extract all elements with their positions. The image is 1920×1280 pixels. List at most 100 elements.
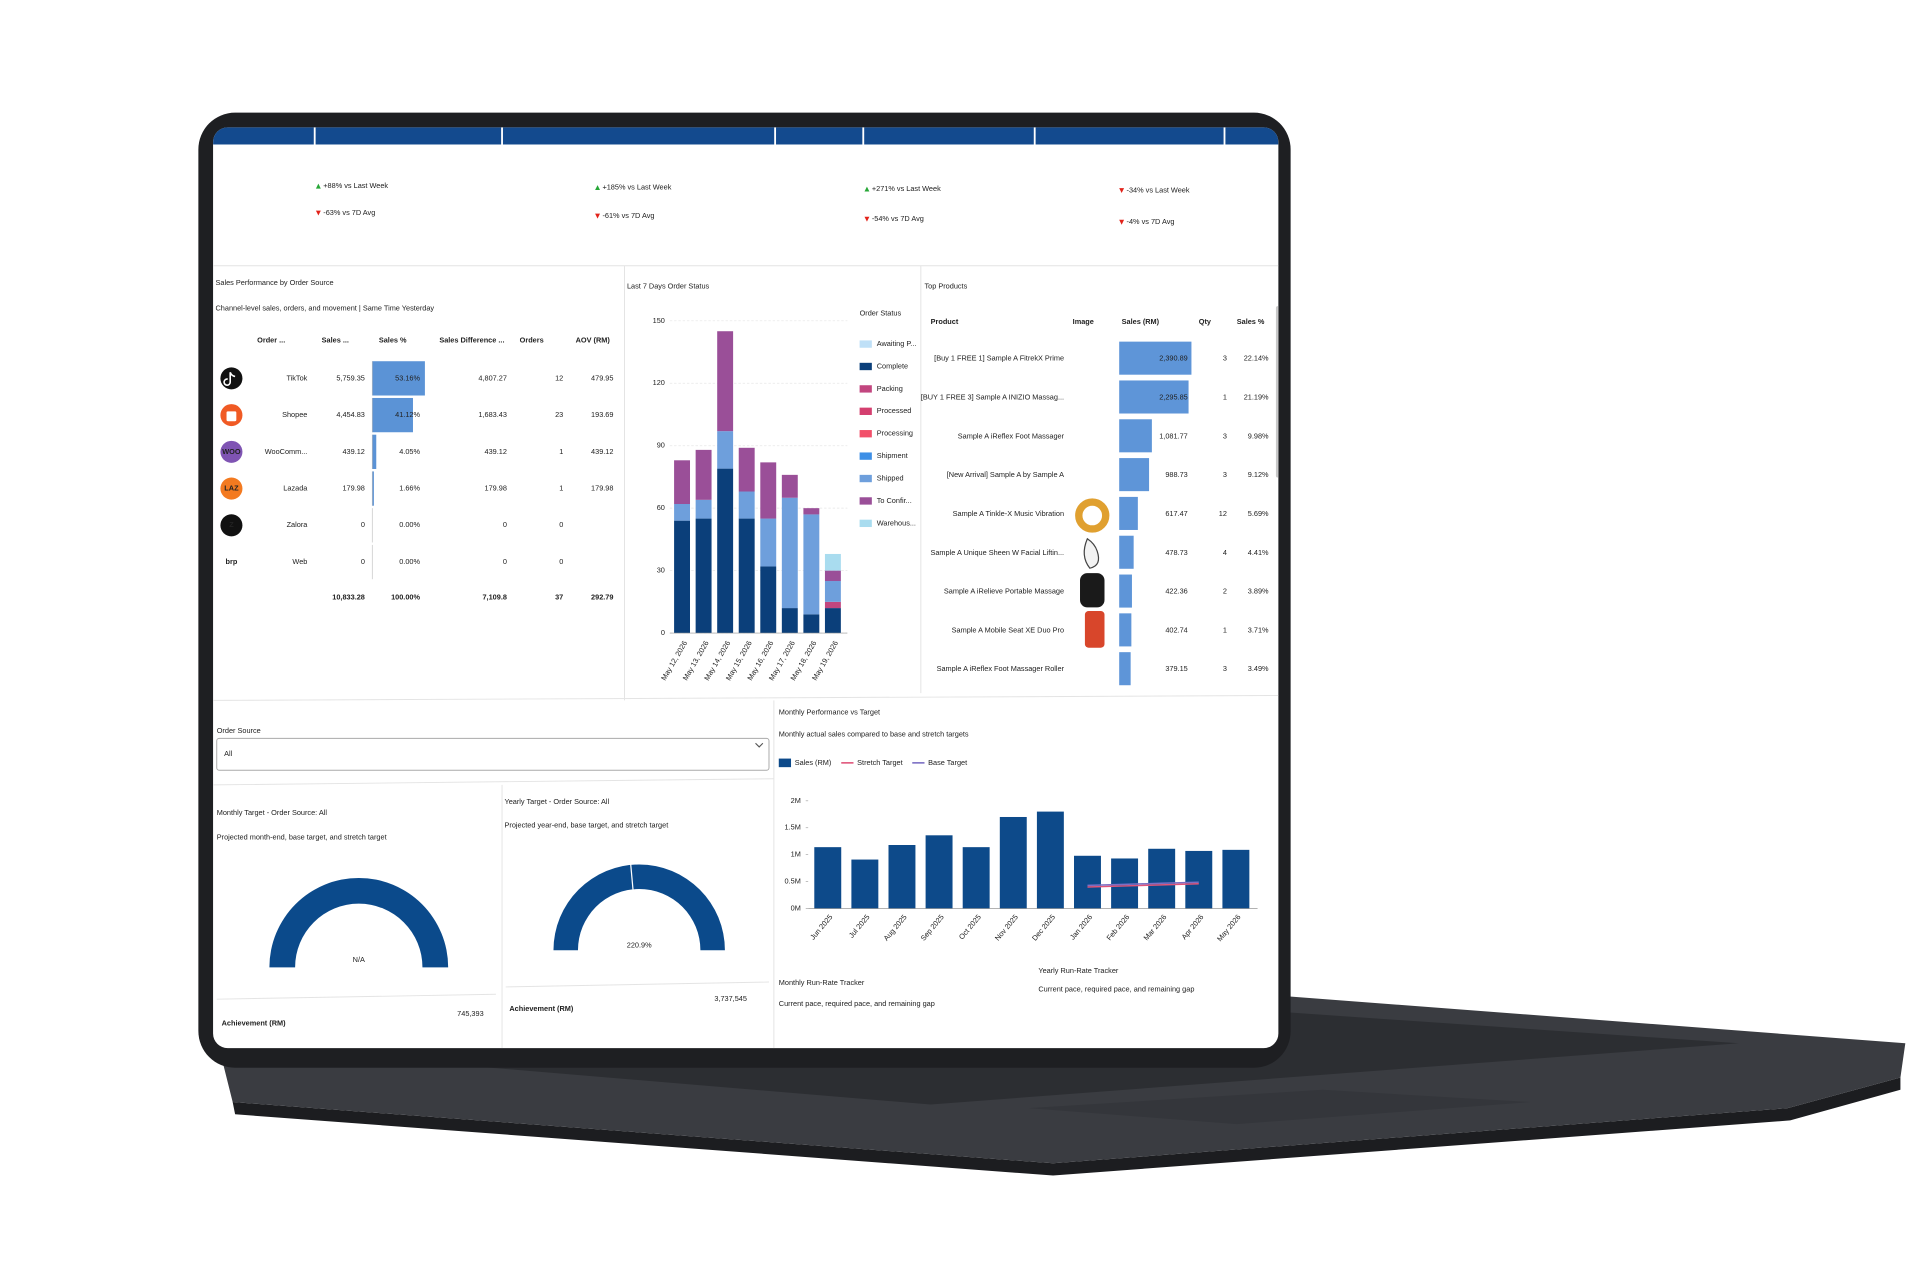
table-cell: 1.66% bbox=[399, 484, 420, 493]
table-cell: 0 bbox=[361, 520, 365, 529]
product-name: Sample A Mobile Seat XE Duo Pro bbox=[952, 625, 1064, 634]
gauge-value: 220.9% bbox=[627, 940, 652, 949]
table-cell: 1 bbox=[559, 484, 563, 493]
chart-title: Monthly Performance vs Target bbox=[779, 708, 880, 717]
laptop-front-edge bbox=[232, 1077, 1901, 1176]
status-bar-segment bbox=[695, 518, 712, 634]
trackpad bbox=[1028, 1089, 1531, 1125]
total-cell: 37 bbox=[555, 592, 563, 601]
legend-swatch bbox=[859, 452, 872, 460]
status-bar-segment bbox=[695, 499, 712, 519]
total-cell: 100.00% bbox=[391, 592, 420, 601]
panel-separators bbox=[213, 265, 1279, 1049]
status-bar-segment bbox=[760, 462, 777, 519]
filter-value: All bbox=[224, 749, 233, 758]
status-bar-segment bbox=[674, 460, 691, 505]
legend-label: Complete bbox=[877, 361, 908, 370]
table-cell: 4,807.27 bbox=[478, 373, 507, 382]
column-header: Sales % bbox=[379, 335, 407, 344]
separator bbox=[505, 981, 769, 988]
filter-label: Order Source bbox=[217, 726, 261, 735]
table-cell: Zalora bbox=[287, 520, 309, 529]
status-bar-segment bbox=[824, 601, 841, 609]
achievement-label: Achievement (RM) bbox=[222, 1019, 286, 1028]
product-name: Sample A Unique Sheen W Facial Liftin... bbox=[930, 548, 1064, 557]
panel-subtitle: Channel-level sales, orders, and movemen… bbox=[216, 304, 435, 313]
product-qty: 1 bbox=[1223, 393, 1227, 402]
product-qty: 3 bbox=[1223, 431, 1227, 440]
table-cell: 5,759.35 bbox=[336, 373, 365, 382]
column-header: Order ... bbox=[257, 335, 285, 344]
status-bar-segment bbox=[717, 468, 734, 634]
product-qty: 2 bbox=[1223, 587, 1227, 596]
legend-label: To Confir... bbox=[877, 496, 912, 505]
table-cell: 179.98 bbox=[591, 484, 613, 493]
status-bar-segment bbox=[824, 581, 841, 602]
product-sales-bar bbox=[1119, 496, 1138, 530]
table-cell: 179.98 bbox=[485, 484, 507, 493]
legend-swatch bbox=[859, 385, 872, 393]
legend-label: Sales (RM) bbox=[795, 758, 832, 767]
product-share: 3.49% bbox=[1248, 664, 1269, 673]
legend-label: Awaiting P... bbox=[877, 339, 917, 348]
source-logo-text: LAZ bbox=[224, 484, 239, 493]
product-sales: 2,295.85 bbox=[1159, 393, 1188, 402]
table-cell: Shopee bbox=[282, 410, 307, 419]
sales-bar bbox=[1148, 848, 1176, 909]
product-share: 3.89% bbox=[1248, 587, 1269, 596]
sales-pct-bar bbox=[372, 361, 425, 396]
table-cell: 0 bbox=[503, 520, 507, 529]
source-logo bbox=[220, 514, 243, 537]
total-cell: 10,833.28 bbox=[332, 592, 365, 601]
y-tick-label: 30 bbox=[657, 566, 665, 575]
column-header: Sales Difference ... bbox=[439, 335, 504, 344]
legend-label: Stretch Target bbox=[857, 758, 903, 767]
achievement-value: 745,393 bbox=[457, 1009, 484, 1018]
sales-bar bbox=[962, 847, 990, 909]
target-line bbox=[1087, 883, 1199, 888]
table-cell: Lazada bbox=[283, 484, 308, 493]
total-cell: 292.79 bbox=[591, 592, 613, 601]
legend-swatch bbox=[859, 407, 872, 415]
y-tick-label: 0 bbox=[661, 628, 665, 637]
sales-bar bbox=[814, 847, 842, 909]
kpi-delta: -61% vs 7D Avg bbox=[602, 211, 654, 220]
status-bar-segment bbox=[781, 608, 798, 634]
product-share: 4.41% bbox=[1248, 548, 1269, 557]
y-tick-label: 120 bbox=[653, 378, 665, 387]
product-name: [BUY 1 FREE 3] Sample A INIZIO Massag... bbox=[921, 393, 1064, 402]
target-line bbox=[1087, 881, 1199, 887]
kpi-delta: +271% vs Last Week bbox=[872, 184, 941, 193]
y-tick-label: 60 bbox=[657, 503, 665, 512]
trend-arrow bbox=[595, 213, 601, 219]
tracker-title: Monthly Run-Rate Tracker bbox=[779, 978, 865, 987]
column-header: Qty bbox=[1199, 317, 1212, 326]
table-cell: 439.12 bbox=[591, 447, 613, 456]
order-source-dropdown[interactable] bbox=[216, 737, 770, 771]
product-share: 3.71% bbox=[1248, 625, 1269, 634]
table-cell: 479.95 bbox=[591, 373, 613, 382]
table-cell: 23 bbox=[555, 410, 563, 419]
achievement-label: Achievement (RM) bbox=[509, 1004, 573, 1013]
trend-arrow bbox=[595, 185, 601, 191]
y-tick-label: 0.5M bbox=[785, 877, 801, 886]
source-logo bbox=[220, 477, 243, 500]
product-sales-bar bbox=[1119, 419, 1152, 453]
table-cell: WooComm... bbox=[265, 447, 308, 456]
achievement-value: 3,737,545 bbox=[714, 994, 747, 1003]
legend-swatch bbox=[859, 430, 872, 438]
panel-title: Top Products bbox=[924, 281, 967, 290]
status-bar-segment bbox=[738, 447, 755, 492]
scrollbar[interactable] bbox=[1275, 306, 1280, 478]
kpi-delta: +88% vs Last Week bbox=[323, 181, 388, 190]
table-cell: 0 bbox=[559, 557, 563, 566]
table-cell: 179.98 bbox=[342, 484, 364, 493]
status-bar-segment bbox=[738, 518, 755, 634]
product-image bbox=[1083, 537, 1100, 569]
product-sales: 379.15 bbox=[1165, 664, 1187, 673]
tracker-title: Yearly Run-Rate Tracker bbox=[1038, 966, 1119, 975]
column-header: Product bbox=[931, 317, 959, 326]
trend-arrow bbox=[315, 183, 321, 189]
product-image bbox=[1075, 498, 1110, 533]
